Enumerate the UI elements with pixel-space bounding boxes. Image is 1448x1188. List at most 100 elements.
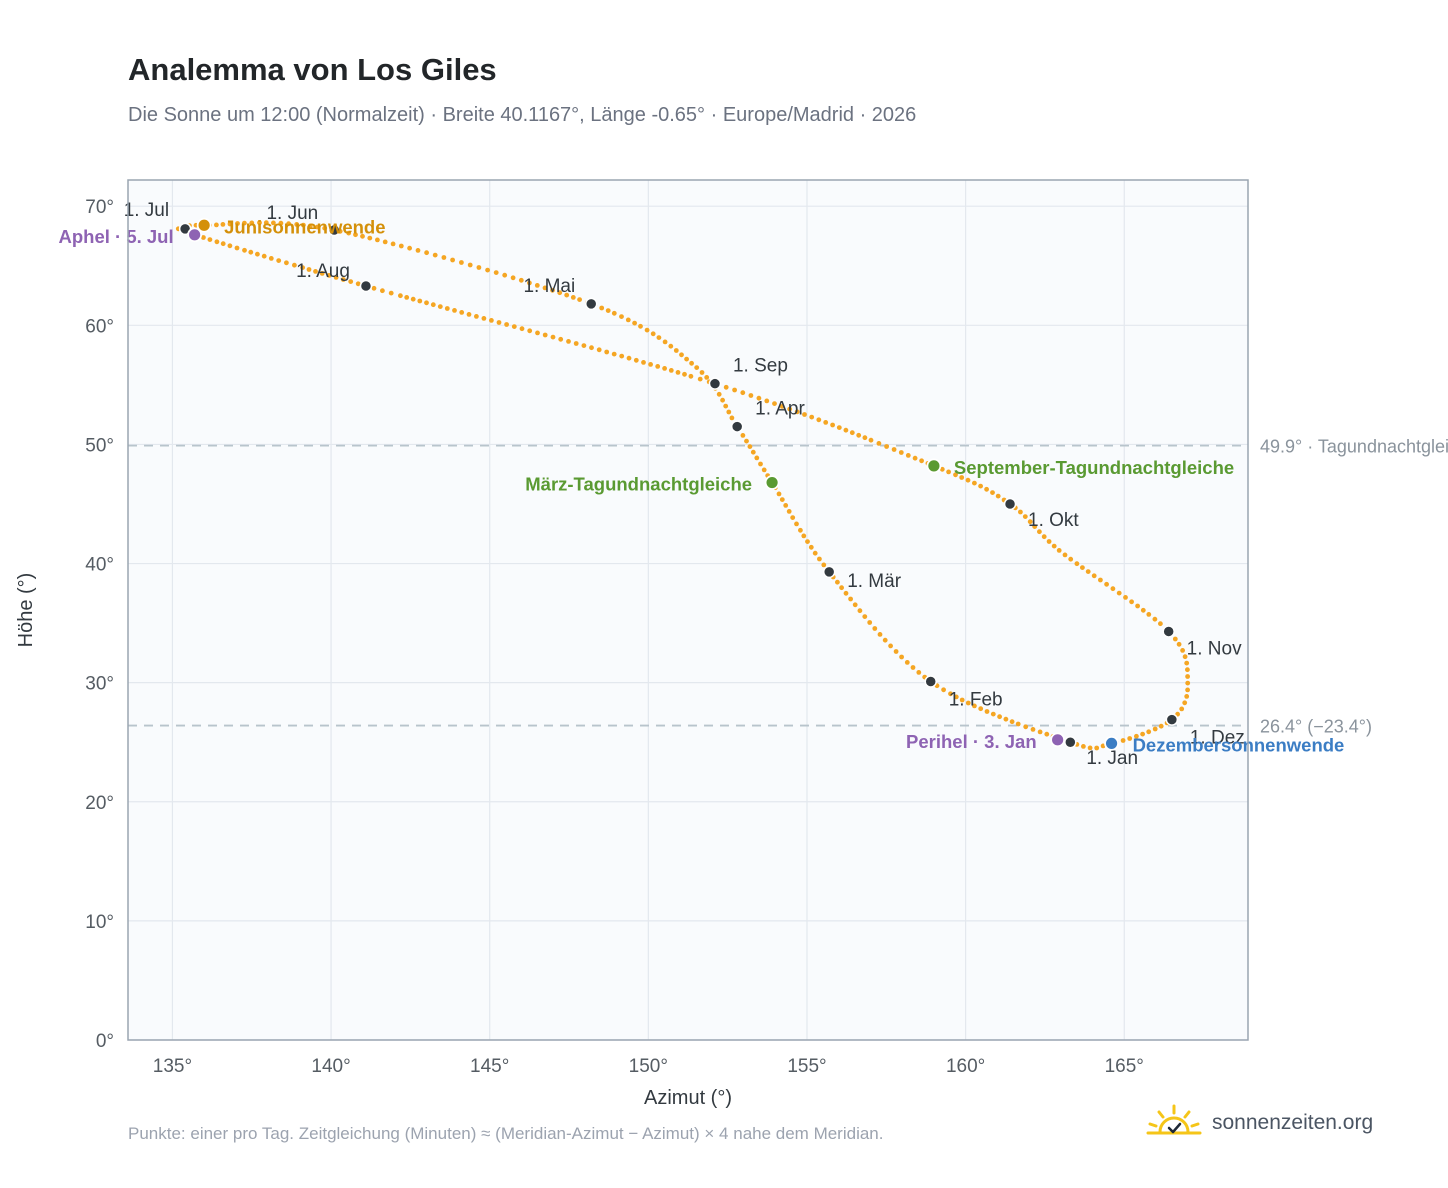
event-label: Junisonnenwende: [224, 216, 385, 237]
day-dot: [619, 353, 625, 359]
day-dot: [997, 714, 1002, 720]
x-tick-label: 160°: [946, 1056, 985, 1077]
day-dot: [750, 449, 756, 455]
day-dot: [823, 420, 829, 425]
day-dot: [415, 248, 421, 253]
day-dot: [619, 314, 624, 319]
day-dot: [542, 285, 548, 291]
day-dot: [424, 300, 429, 306]
day-dot: [1180, 648, 1185, 653]
day-dot: [306, 267, 312, 272]
month-marker: [1064, 735, 1077, 749]
day-dot: [1051, 543, 1057, 549]
day-dot: [1046, 539, 1052, 544]
day-dot: [360, 233, 365, 239]
day-dot: [884, 444, 889, 449]
day-dot: [1003, 716, 1009, 722]
day-dot: [424, 250, 429, 256]
day-dot: [648, 362, 653, 367]
day-dot: [380, 288, 385, 294]
month-marker: [327, 223, 341, 237]
day-dot: [248, 249, 254, 255]
day-dot: [740, 433, 746, 438]
day-dot: [821, 562, 827, 568]
day-dot: [679, 352, 684, 358]
day-dot: [452, 308, 457, 313]
day-dot: [1037, 729, 1043, 735]
month-label: 1. Okt: [1028, 510, 1079, 531]
day-dot: [972, 703, 977, 709]
day-dot: [1146, 729, 1152, 735]
day-dot: [570, 295, 576, 300]
day-dot: [481, 316, 487, 321]
day-dot: [965, 477, 971, 483]
day-dot: [375, 237, 380, 243]
day-dot: [1185, 687, 1190, 693]
day-dot: [235, 221, 240, 226]
day-dot: [972, 480, 977, 486]
day-dot: [519, 326, 525, 332]
day-dot: [748, 393, 754, 398]
day-dot: [474, 314, 479, 319]
y-tick-label: 0°: [96, 1031, 114, 1052]
month-label: 1. Nov: [1187, 638, 1242, 659]
reference-line-label: 49.9° · Tagundnachtgleiche: [1260, 437, 1448, 457]
day-dot: [1098, 577, 1103, 583]
day-dot: [682, 371, 687, 377]
day-dot: [1127, 736, 1133, 741]
day-dot: [812, 550, 818, 556]
day-dot: [300, 265, 305, 270]
month-marker: [708, 377, 722, 390]
day-dot: [1172, 636, 1178, 642]
day-dot: [315, 224, 320, 230]
event-label: September-Tagundnachtgleiche: [954, 457, 1234, 478]
day-dot: [286, 221, 291, 227]
day-dot: [633, 357, 639, 363]
day-dot: [904, 660, 910, 665]
day-dot: [367, 235, 373, 241]
day-dot: [916, 670, 922, 675]
month-label: 1. Apr: [755, 399, 805, 420]
footnote: Punkte: einer pro Tag. Zeitgleichung (Mi…: [128, 1124, 884, 1143]
month-label: 1. Jul: [124, 200, 169, 221]
day-dot: [1044, 731, 1050, 737]
day-dot: [862, 435, 868, 441]
day-dot: [655, 364, 661, 369]
day-dot: [577, 297, 582, 302]
day-dot: [333, 275, 339, 280]
day-dot: [1134, 733, 1139, 739]
day-dot: [581, 343, 587, 348]
day-dot: [407, 245, 412, 251]
day-dot: [984, 709, 990, 714]
day-dot: [604, 349, 610, 355]
sun-logo-icon: [1146, 1102, 1202, 1143]
day-dot: [564, 292, 570, 298]
day-dot: [626, 355, 632, 361]
day-dot: [965, 700, 971, 706]
brand[interactable]: sonnenzeiten.org: [1146, 1102, 1373, 1143]
month-label: 1. Aug: [296, 261, 350, 282]
day-dot: [843, 427, 849, 433]
day-dot: [1185, 674, 1190, 679]
day-dot: [694, 365, 700, 370]
day-dot: [201, 235, 206, 240]
day-dot: [417, 298, 423, 304]
plot-frame: [127, 179, 1249, 1041]
day-dot: [1018, 509, 1023, 515]
day-dot: [786, 509, 792, 514]
day-dot: [776, 491, 782, 497]
event-label: Aphel · 5. Jul: [58, 226, 173, 247]
day-dot: [573, 341, 579, 346]
day-dot: [849, 430, 855, 436]
day-dot: [856, 432, 862, 438]
day-dot: [476, 265, 482, 270]
day-dot: [839, 585, 844, 591]
day-dot: [489, 318, 494, 323]
day-dot: [1068, 556, 1074, 562]
y-tick-label: 40°: [85, 555, 114, 576]
y-tick-label: 30°: [85, 674, 114, 695]
day-dot: [644, 327, 650, 333]
day-dot: [1037, 529, 1042, 535]
day-dot: [830, 422, 835, 428]
day-dot: [978, 483, 983, 489]
